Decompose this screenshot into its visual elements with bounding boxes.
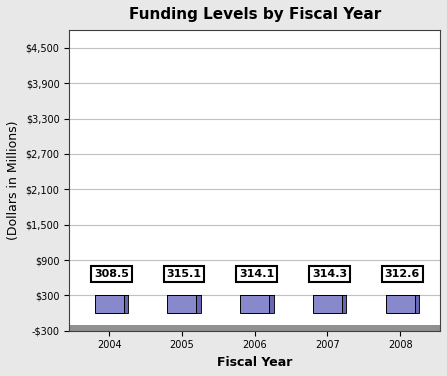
Text: 314.1: 314.1 xyxy=(239,269,274,279)
Text: 308.5: 308.5 xyxy=(94,269,129,279)
X-axis label: Fiscal Year: Fiscal Year xyxy=(217,356,292,369)
Bar xyxy=(240,294,269,313)
Bar xyxy=(95,295,124,313)
Bar xyxy=(390,295,419,313)
Y-axis label: (Dollars in Millions): (Dollars in Millions) xyxy=(7,121,20,240)
Text: 314.3: 314.3 xyxy=(312,269,347,279)
Text: 315.1: 315.1 xyxy=(167,269,202,279)
Bar xyxy=(313,294,342,313)
Bar xyxy=(167,294,197,313)
Bar xyxy=(99,295,128,313)
Bar xyxy=(317,294,346,313)
Bar xyxy=(69,326,440,331)
Bar xyxy=(172,294,201,313)
Title: Funding Levels by Fiscal Year: Funding Levels by Fiscal Year xyxy=(129,7,381,22)
Bar xyxy=(245,294,274,313)
Bar xyxy=(385,295,415,313)
Text: 312.6: 312.6 xyxy=(384,269,420,279)
